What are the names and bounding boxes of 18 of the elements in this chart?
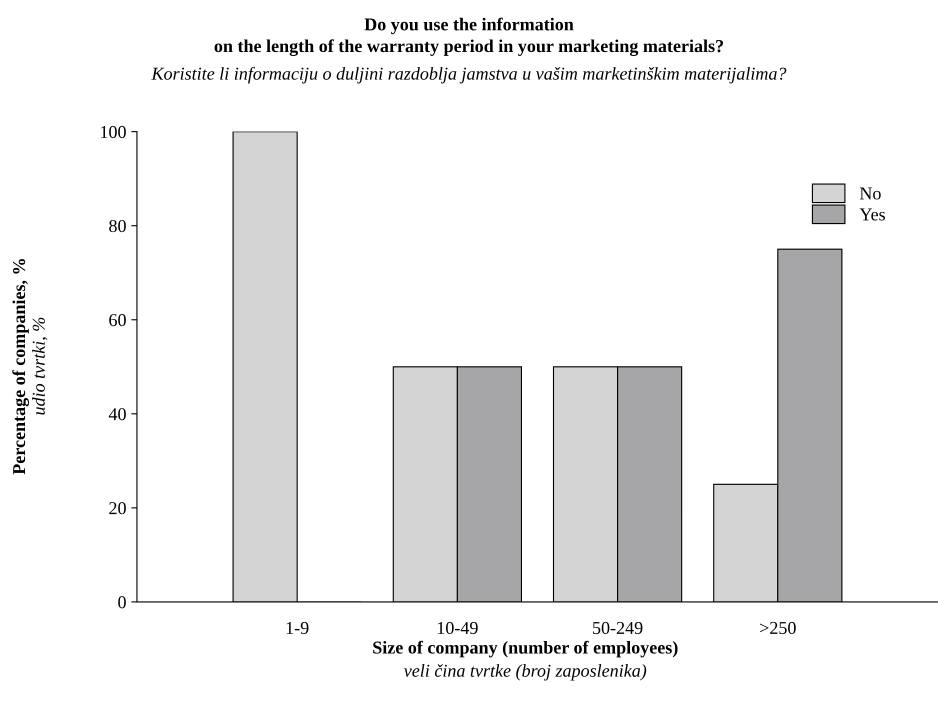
x-tick-label: 1-9 (286, 622, 308, 634)
x-tick-label: >250 (760, 622, 796, 634)
y-tick-label: 20 (109, 502, 126, 514)
x-axis-title: Size of company (number of employees) (373, 640, 678, 658)
text: udio tvrtki, % (32, 318, 48, 415)
text: veli čina tvrtke (broj zaposlenika) (404, 664, 646, 681)
chart-title: Do you use the information on the length of the warranty period in your marketing materials? (214, 18, 724, 56)
legend-label: Yes (860, 208, 885, 221)
x-tick-label: 50-249 (593, 622, 642, 634)
y-tick-label: 40 (108, 408, 126, 420)
chart-subtitle: Koristite li informaciju o duljini razdoblja jamstva u vašim marketinškim materijalima? (151, 66, 786, 84)
y-axis-title: Percentage of companies, % (12, 259, 29, 474)
y-tick-label: 80 (109, 220, 126, 232)
x-tick-label: 10-49 (438, 622, 478, 634)
y-tick-label: 100 (101, 126, 126, 138)
legend-label: No (860, 188, 881, 200)
y-tick-label: 0 (118, 596, 126, 608)
y-tick-label: 60 (109, 314, 126, 326)
